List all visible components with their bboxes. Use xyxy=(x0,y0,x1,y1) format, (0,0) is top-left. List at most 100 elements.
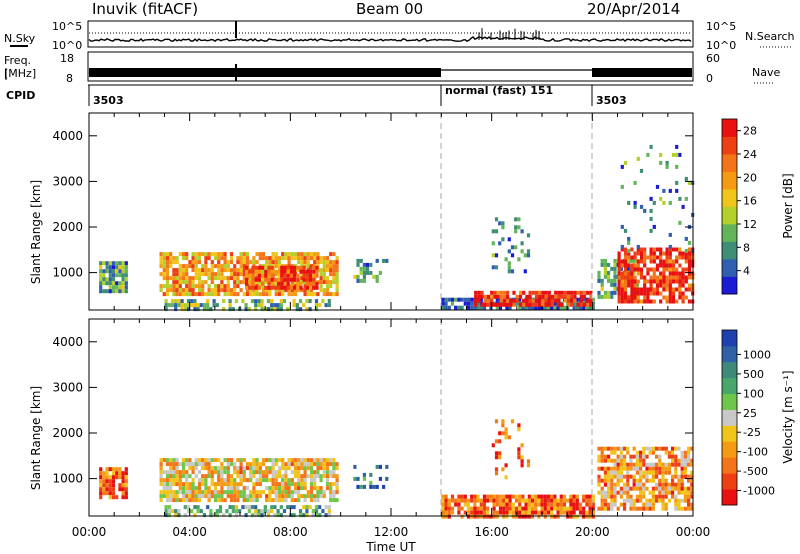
heatmap-cell xyxy=(162,284,166,289)
heatmap-cell xyxy=(329,280,333,285)
heatmap-cell xyxy=(303,486,307,491)
heatmap-cell xyxy=(327,299,331,304)
heatmap-cell xyxy=(293,285,297,290)
heatmap-cell xyxy=(248,273,252,278)
heatmap-cell xyxy=(191,284,195,289)
time-xlabel: Time UT xyxy=(365,540,416,554)
heatmap-cell xyxy=(324,505,328,510)
heatmap-cell xyxy=(270,265,274,270)
heatmap-cell xyxy=(495,305,499,310)
heatmap-cell xyxy=(277,292,282,297)
heatmap-cell xyxy=(229,458,234,463)
heatmap-cell xyxy=(540,494,544,499)
heatmap-cell xyxy=(233,490,237,495)
heatmap-cell xyxy=(249,288,253,293)
colorbar-tick-label: 500 xyxy=(743,368,764,381)
heatmap-cell xyxy=(180,307,184,312)
heatmap-cell xyxy=(501,423,505,428)
heatmap-cell xyxy=(582,514,586,519)
heatmap-cell xyxy=(554,298,558,303)
heatmap-cell xyxy=(366,270,370,275)
heatmap-cell xyxy=(108,273,112,278)
heatmap-cell xyxy=(457,502,461,507)
heatmap-cell xyxy=(651,470,655,475)
heatmap-cell xyxy=(284,462,288,467)
heatmap-cell xyxy=(687,458,691,463)
heatmap-cell xyxy=(566,290,571,295)
heatmap-cell xyxy=(616,474,620,479)
heatmap-cell xyxy=(115,261,119,266)
heatmap-cell xyxy=(353,476,357,481)
heatmap-cell xyxy=(281,466,285,471)
heatmap-cell xyxy=(668,188,672,193)
heatmap-cell xyxy=(257,265,261,270)
heatmap-cell xyxy=(444,305,448,310)
heatmap-cell xyxy=(554,294,558,299)
heatmap-cell xyxy=(648,506,652,511)
heatmap-cell xyxy=(196,505,200,510)
heatmap-cell xyxy=(610,474,614,479)
heatmap-cell xyxy=(543,510,547,515)
heatmap-cell xyxy=(191,478,195,483)
heatmap-cell xyxy=(496,302,500,307)
heatmap-cell xyxy=(204,478,208,483)
heatmap-cell xyxy=(300,256,304,261)
heatmap-cell xyxy=(690,446,694,451)
heatmap-cell xyxy=(659,152,663,157)
heatmap-cell xyxy=(254,303,258,308)
heatmap-cell xyxy=(293,288,298,293)
heatmap-cell xyxy=(668,295,672,300)
heatmap-cell xyxy=(223,482,227,487)
heatmap-cell xyxy=(159,272,163,277)
heatmap-cell xyxy=(159,256,163,261)
heatmap-cell xyxy=(671,482,675,487)
heatmap-cell xyxy=(111,491,116,496)
heatmap-cell xyxy=(115,265,119,270)
heatmap-cell xyxy=(572,506,576,511)
heatmap-cell xyxy=(514,225,518,230)
heatmap-cell xyxy=(527,502,531,507)
heatmap-cell xyxy=(547,302,551,307)
heatmap-cell xyxy=(597,274,601,279)
heatmap-cell xyxy=(668,251,672,256)
heatmap-cell xyxy=(566,298,571,303)
heatmap-cell xyxy=(250,299,255,304)
heatmap-cell xyxy=(486,294,491,299)
heatmap-cell xyxy=(245,494,250,499)
heatmap-cell xyxy=(204,252,208,257)
heatmap-cell xyxy=(635,506,639,511)
heatmap-cell xyxy=(115,269,119,274)
heatmap-cell xyxy=(108,483,112,488)
heatmap-cell xyxy=(303,462,307,467)
heatmap-cell xyxy=(661,486,665,491)
heatmap-cell xyxy=(651,486,655,491)
heatmap-cell xyxy=(661,470,665,475)
heatmap-cell xyxy=(229,462,234,467)
heatmap-cell xyxy=(245,285,249,290)
heatmap-cell xyxy=(651,490,655,495)
heatmap-cell xyxy=(639,267,644,272)
heatmap-cell xyxy=(563,290,567,295)
heatmap-cell xyxy=(646,152,650,157)
heatmap-cell xyxy=(635,470,639,475)
heatmap-cell xyxy=(226,288,230,293)
heatmap-cell xyxy=(321,299,325,304)
heatmap-cell xyxy=(316,256,320,261)
heatmap-cell xyxy=(274,486,278,491)
heatmap-cell xyxy=(305,307,309,312)
heatmap-cell xyxy=(494,455,499,460)
heatmap-cell xyxy=(527,305,531,310)
heatmap-cell xyxy=(680,478,684,483)
heatmap-cell xyxy=(534,506,538,511)
heatmap-cell xyxy=(671,462,675,467)
heatmap-cell xyxy=(309,273,313,278)
heatmap-cell xyxy=(687,478,691,483)
heatmap-cell xyxy=(553,514,557,519)
heatmap-cell xyxy=(687,247,692,252)
heatmap-cell xyxy=(297,260,301,265)
heatmap-cell xyxy=(124,281,128,286)
heatmap-cell xyxy=(678,271,682,276)
heatmap-cell xyxy=(613,474,617,479)
heatmap-cell xyxy=(530,514,535,519)
heatmap-cell xyxy=(585,502,589,507)
